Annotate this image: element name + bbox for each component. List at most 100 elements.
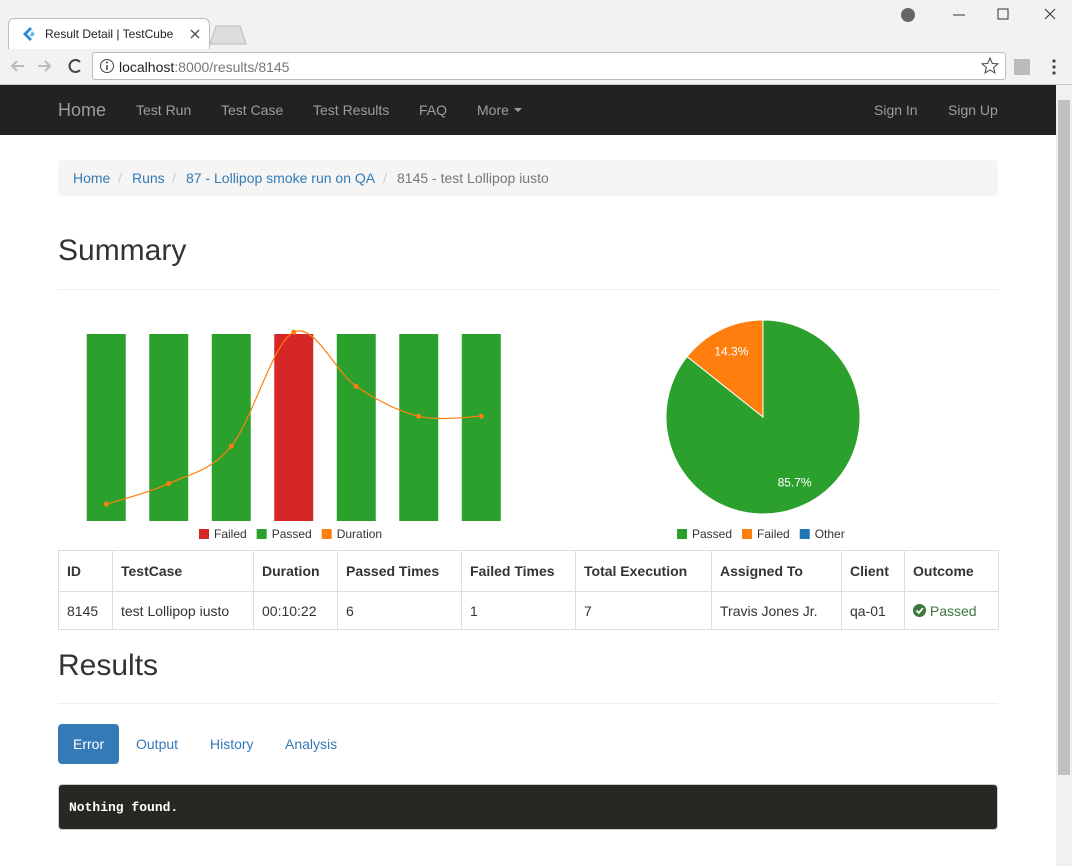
table-header: ID TestCase Duration Passed Times Failed… <box>58 550 999 592</box>
breadcrumb-link[interactable]: Runs <box>132 170 165 186</box>
duration-point <box>166 481 172 487</box>
tab[interactable]: History <box>210 736 254 752</box>
nav-link[interactable]: Sign In <box>874 102 918 118</box>
duration-point <box>353 383 359 389</box>
nav-buttons <box>10 59 81 73</box>
pie-slice <box>686 319 764 419</box>
bar <box>274 334 314 521</box>
nav-link[interactable]: FAQ <box>419 102 448 118</box>
tab[interactable]: Output <box>136 736 179 752</box>
th: Total Execution <box>575 550 712 592</box>
breadcrumb-link[interactable]: Home <box>73 170 111 186</box>
legend-label: Passed <box>692 527 732 541</box>
charts: Failed Passed Duration 85.7% 14.3% Passed Fail… <box>86 319 861 541</box>
info-icon[interactable] <box>99 58 115 74</box>
legend-label: Passed <box>272 527 312 541</box>
caret <box>514 108 522 112</box>
back[interactable] <box>10 60 24 72</box>
browser-chrome: Result Detail | TestCube localhost :8000… <box>0 0 1072 85</box>
new-tab[interactable] <box>208 24 248 46</box>
th: ID <box>58 550 113 592</box>
scroll-thumb[interactable] <box>1058 100 1070 775</box>
bar <box>211 334 251 521</box>
legend-swatch <box>321 529 332 539</box>
pie-slice <box>665 319 861 515</box>
tab-close[interactable] <box>189 28 201 40</box>
tab-title: Result Detail | TestCube <box>45 27 174 41</box>
th: Failed Times <box>461 550 576 592</box>
legend-label: Failed <box>757 527 790 541</box>
section-title: Results <box>58 649 159 682</box>
th: Client <box>841 550 905 592</box>
legend-label: Other <box>815 527 845 541</box>
legend-label: Duration <box>337 527 382 541</box>
window-controls <box>901 8 1056 22</box>
breadcrumb: Home / Runs / 87 - Lollipop smoke run on… <box>58 160 998 196</box>
td: qa-01 <box>841 591 905 630</box>
breadcrumb-link[interactable]: 87 - Lollipop smoke run on QA <box>186 170 376 186</box>
legend-label: Failed <box>214 527 247 541</box>
duration-point <box>416 413 422 419</box>
separator: / <box>118 170 122 186</box>
duration-point <box>478 413 484 419</box>
check-icon <box>913 603 926 617</box>
td: 1 <box>461 591 576 630</box>
th: Outcome <box>904 550 999 592</box>
legend-swatch <box>677 529 687 539</box>
maximize[interactable] <box>997 8 1009 20</box>
favicon <box>23 27 35 41</box>
menu[interactable] <box>1052 59 1056 75</box>
divider <box>58 703 998 704</box>
td: 00:10:22 <box>253 591 338 630</box>
nav-link[interactable]: Sign Up <box>948 102 998 118</box>
bar <box>86 334 126 521</box>
duration-point <box>103 501 109 507</box>
th: Assigned To <box>711 550 842 592</box>
td: Travis Jones Jr. <box>711 591 842 630</box>
nav-link[interactable]: Test Results <box>313 102 390 118</box>
address-bar[interactable]: localhost :8000/results/8145 <box>92 52 1006 80</box>
bar <box>149 334 189 521</box>
tab[interactable]: Analysis <box>285 736 338 752</box>
nav-dropdown[interactable]: More <box>477 102 509 118</box>
outcome: Passed <box>929 602 977 619</box>
bookmark-star[interactable] <box>981 57 999 75</box>
reload[interactable] <box>68 59 81 73</box>
tab-active[interactable]: Error <box>58 724 119 764</box>
legend-swatch <box>799 529 810 539</box>
toolbar-icons <box>1014 59 1056 75</box>
separator: / <box>172 170 176 186</box>
bar <box>336 334 376 521</box>
output-block: Nothing found. <box>58 784 998 830</box>
section-title: Summary <box>58 234 187 267</box>
navbar: Home Test Run Test Case Test Results FAQ… <box>0 85 1056 135</box>
th: Duration <box>253 550 338 592</box>
brand[interactable]: Home <box>58 100 107 120</box>
bar <box>399 334 439 521</box>
bar <box>461 334 501 521</box>
legend-swatch <box>742 529 753 539</box>
legend-swatch <box>256 529 267 539</box>
breadcrumb-current: 8145 - test Lollipop iusto <box>397 170 549 186</box>
profile-icon[interactable] <box>901 8 915 22</box>
duration-point <box>228 443 234 449</box>
outcome-cell: Passed <box>904 591 999 630</box>
slice-label: 14.3% <box>714 344 748 358</box>
nav-link[interactable]: Test Case <box>221 102 284 118</box>
td: 8145 <box>58 591 113 630</box>
td: 6 <box>337 591 462 630</box>
url-host: localhost <box>119 59 175 75</box>
duration-point <box>291 329 297 335</box>
td: 7 <box>575 591 712 630</box>
forward[interactable] <box>38 60 52 72</box>
extension-icon[interactable] <box>1014 59 1030 75</box>
browser-tab[interactable]: Result Detail | TestCube <box>8 18 210 49</box>
slice-label: 85.7% <box>778 476 812 490</box>
th: Passed Times <box>337 550 462 592</box>
nav-link[interactable]: Test Run <box>136 102 192 118</box>
close[interactable] <box>1044 8 1056 20</box>
summary-table: ID TestCase Duration Passed Times Failed… <box>58 550 999 630</box>
td: test Lollipop iusto <box>112 591 254 630</box>
separator: / <box>383 170 387 186</box>
